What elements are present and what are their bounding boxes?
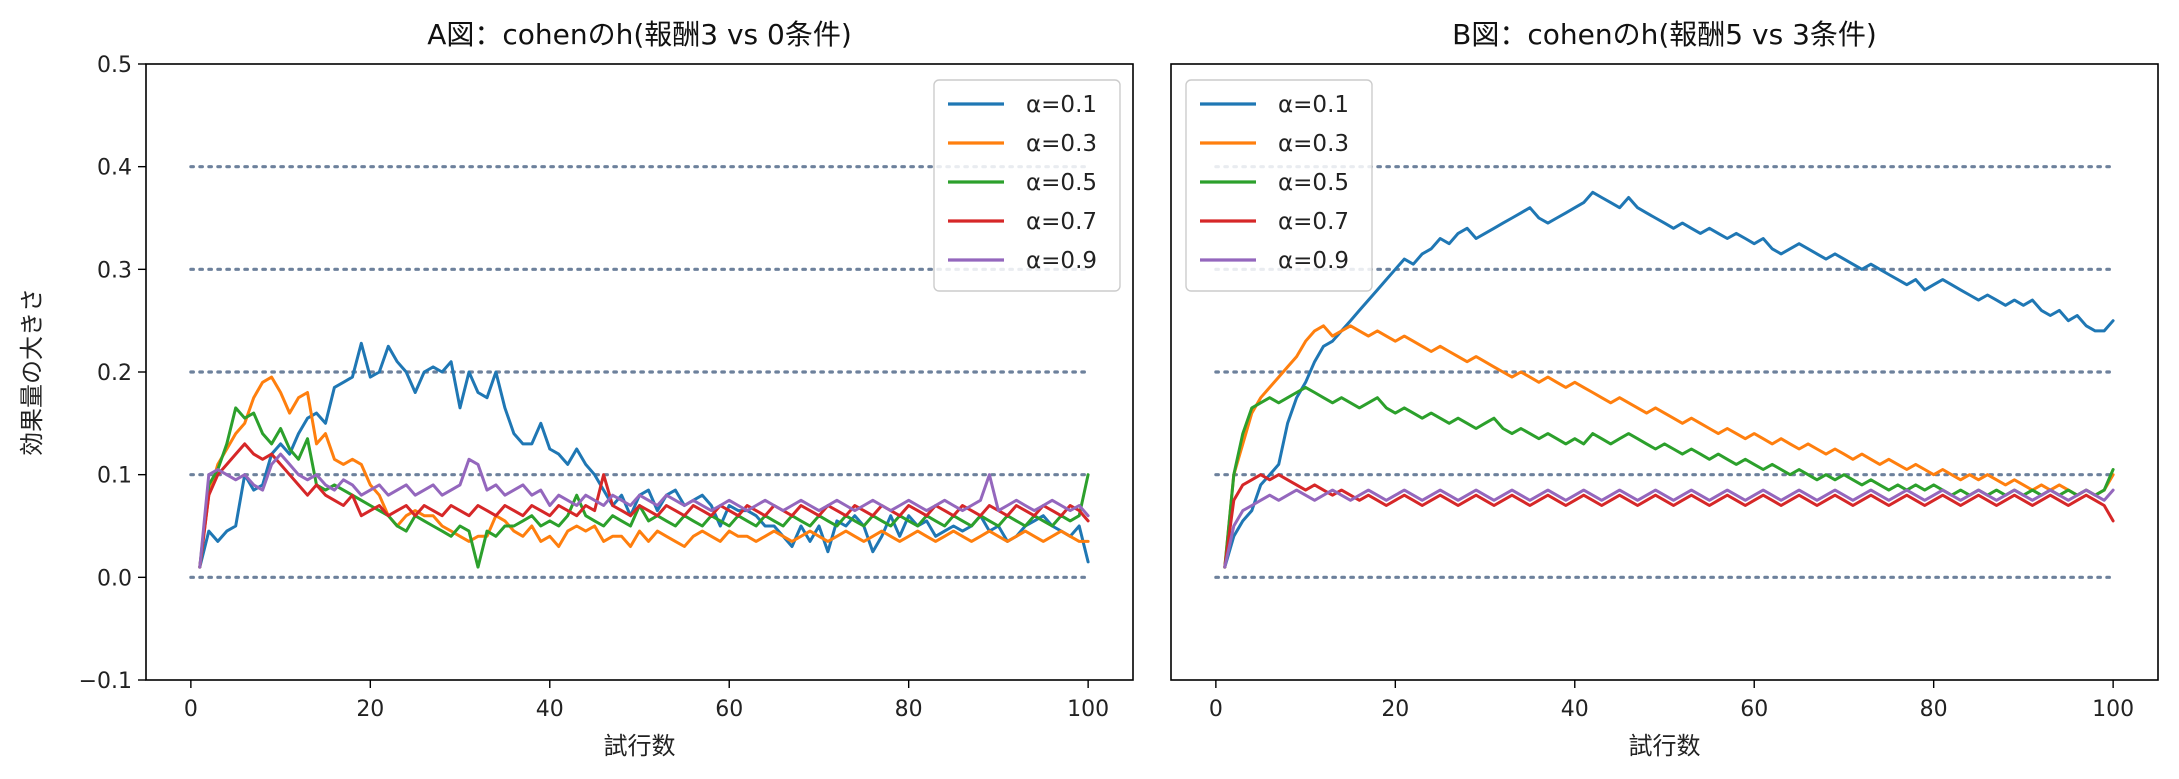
legend-label: α=0.5 [1026,170,1097,196]
y-tick-label: 0.4 [97,156,132,181]
x-tick-label: 0 [184,697,198,722]
series-line-2 [198,375,1090,569]
x-tick-label: 20 [356,697,384,722]
y-axis-label: 効果量の大きさ [18,288,46,456]
series-line-5 [1223,488,2115,569]
legend-label: α=0.1 [1278,92,1349,118]
x-tick-label: 40 [536,697,564,722]
x-axis-label: 試行数 [1629,732,1701,760]
plot-area [1170,63,2159,681]
y-tick-label: 0.0 [97,566,132,591]
x-tick-label: 40 [1561,697,1589,722]
x-tick-label: 100 [2092,697,2134,722]
legend-box [1185,79,1373,292]
chart-title: B図：cohenのh(報酬5 vs 3条件) [1452,18,1877,51]
series-line-1 [1223,190,2115,569]
y-tick-label: 0.3 [97,258,132,283]
legend-label: α=0.9 [1026,248,1097,274]
x-tick-label: 80 [895,697,923,722]
x-tick-label: 80 [1920,697,1948,722]
legend-box [933,79,1121,292]
x-tick-label: 60 [1740,697,1768,722]
x-tick-label: 60 [715,697,743,722]
y-tick-label: 0.5 [97,53,132,78]
legend-label: α=0.1 [1026,92,1097,118]
y-tick-label: 0.2 [97,361,132,386]
legend-label: α=0.5 [1278,170,1349,196]
y-tick-label: −0.1 [79,669,132,694]
x-tick-label: 0 [1209,697,1223,722]
legend: α=0.1 α=0.3 α=0.5 α=0.7 α=0.9 [1185,79,1373,292]
legend-label: α=0.3 [1278,131,1349,157]
series-line-3 [198,406,1090,569]
y-tick-label: 0.1 [97,464,132,489]
chart-title: A図：cohenのh(報酬3 vs 0条件) [427,18,852,51]
series-line-1 [198,341,1090,569]
legend-label: α=0.9 [1278,248,1349,274]
x-tick-label: 20 [1381,697,1409,722]
series-line-5 [198,452,1090,569]
legend-label: α=0.3 [1026,131,1097,157]
legend-label: α=0.7 [1026,209,1097,235]
legend: α=0.1 α=0.3 α=0.5 α=0.7 α=0.9 [933,79,1121,292]
series-line-2 [1223,324,2115,569]
series-line-4 [1223,473,2115,569]
x-axis-label: 試行数 [604,732,676,760]
legend-label: α=0.7 [1278,209,1349,235]
series-line-3 [1223,385,2115,569]
x-tick-label: 100 [1067,697,1109,722]
panel-b: 0 20 40 60 80 100 B図：cohenのh(報酬5 vs 3条件) 試行数 α=0… [1170,18,2159,760]
series-line-4 [198,442,1090,569]
panel-a: 0 20 40 60 80 100 −0.1 0.0 0.1 0.2 0.3 0.4 0.5 A図：coh… [18,18,1134,760]
